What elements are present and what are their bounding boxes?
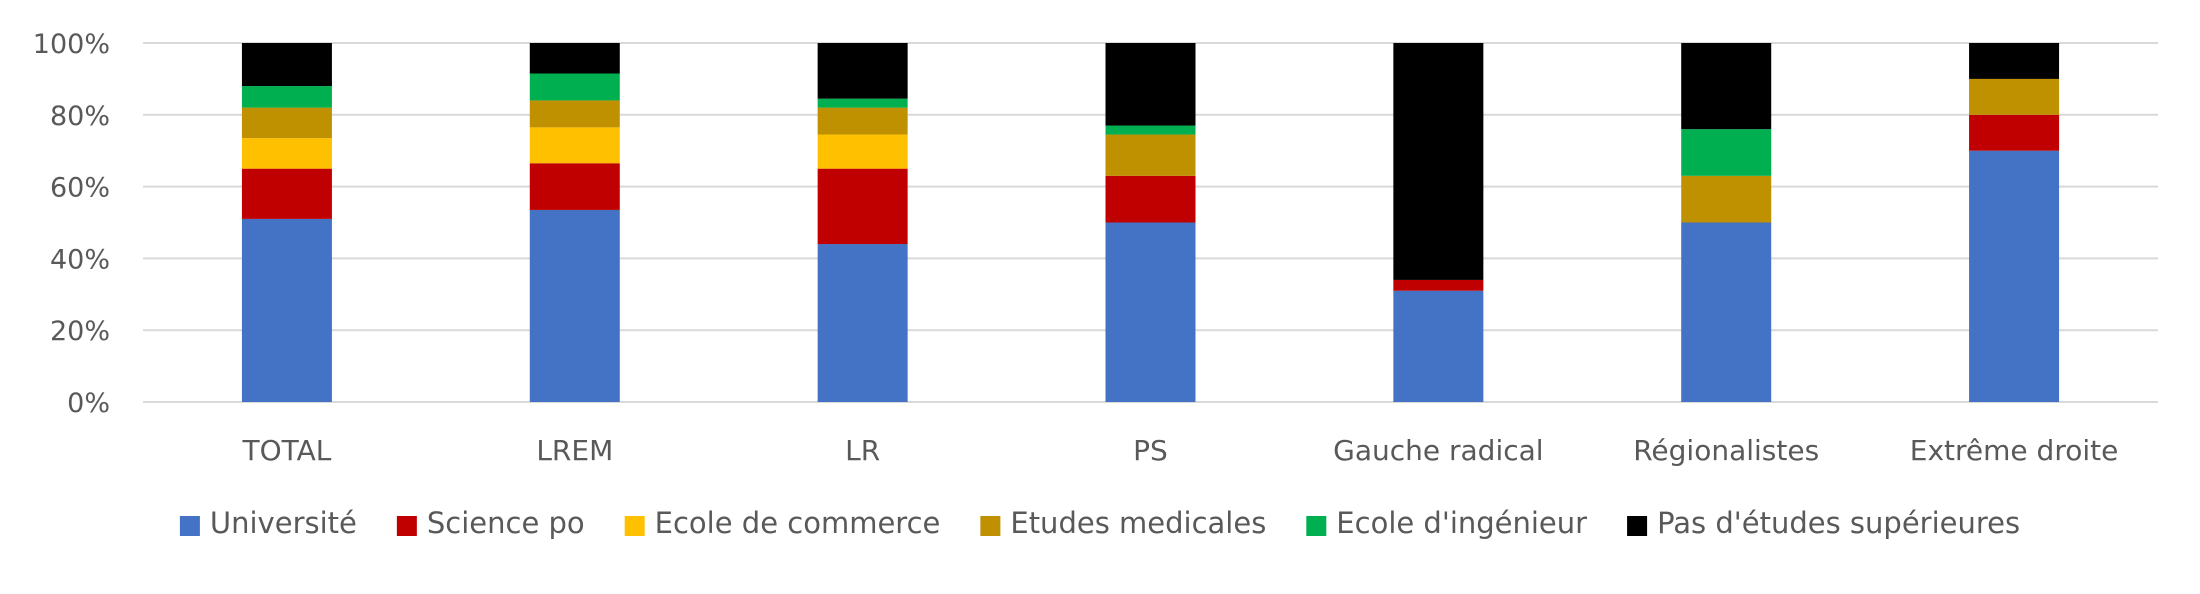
y-tick-label: 0% [67, 388, 110, 419]
bar-stack-ps [1105, 43, 1196, 402]
bar-segment [817, 168, 908, 245]
bar-segment [1681, 222, 1772, 402]
y-tick-label: 60% [50, 173, 110, 204]
bar-segment [1105, 134, 1196, 176]
x-category-label: Régionalistes [1633, 434, 1819, 467]
x-category-label: LREM [536, 434, 613, 467]
bar-segment [529, 100, 620, 128]
bar-segment [529, 73, 620, 101]
bar-segment [1681, 175, 1772, 223]
bar-segment [241, 86, 332, 108]
bar-segment [1681, 43, 1772, 130]
bar-segment [1969, 150, 2060, 402]
y-tick-label: 80% [50, 101, 110, 132]
bar-segment [529, 127, 620, 164]
legend-item: Science po [396, 506, 585, 540]
bar-segment [529, 163, 620, 210]
bar-segment [817, 98, 908, 108]
x-category-label: PS [1133, 434, 1168, 467]
bar-segment [1393, 279, 1484, 291]
bar-segment [1969, 78, 2060, 115]
bar-stack-lr [817, 43, 908, 402]
bar-stack-total [241, 43, 332, 402]
legend-item: Université [179, 506, 357, 540]
legend-item: Ecole d'ingénieur [1306, 506, 1587, 540]
legend-swatch [624, 516, 645, 536]
bar-segment [241, 107, 332, 139]
bar-segment [1393, 43, 1484, 280]
x-axis-category-labels: TOTAL LREM LR PS Gauche radical Régionalistes… [242, 434, 2119, 467]
y-tick-label: 20% [50, 316, 110, 347]
x-category-label: Extrême droite [1910, 434, 2119, 467]
bar-segment [529, 43, 620, 74]
bar-stack-gauche-radical [1393, 43, 1484, 402]
y-tick-label: 40% [50, 244, 110, 275]
bar-segment [1393, 290, 1484, 402]
bar-segment [1105, 43, 1196, 126]
bar-segment [1105, 125, 1196, 135]
bar-segment [241, 218, 332, 402]
legend-item: Pas d'études supérieures [1627, 506, 2020, 540]
legend-swatch [396, 516, 417, 536]
bar-stack-r-gionalistes [1681, 43, 1772, 402]
y-tick-label: 100% [33, 29, 110, 60]
bar-segment [1105, 222, 1196, 402]
bar-segment [529, 209, 620, 402]
bar-segment [817, 43, 908, 99]
bar-segment [1681, 129, 1772, 176]
legend-item: Ecole de commerce [624, 506, 941, 540]
legend: Université Science po Ecole de commerce Etu… [179, 506, 2020, 540]
bar-segment [241, 168, 332, 219]
legend-item: Etudes medicales [980, 506, 1266, 540]
bar-stack-lrem [529, 43, 620, 402]
legend-swatch [1627, 516, 1648, 536]
y-axis-tick-labels: 0% 20% 40% 60% 80% 100% [33, 29, 110, 419]
legend-swatch [179, 516, 200, 536]
x-category-label: TOTAL [242, 434, 332, 467]
legend-label: Etudes medicales [1010, 506, 1266, 540]
bar-segment [1105, 175, 1196, 223]
bars [241, 43, 2060, 402]
legend-label: Ecole d'ingénieur [1336, 506, 1587, 540]
bar-segment [817, 134, 908, 169]
legend-label: Université [210, 506, 357, 540]
bar-segment [817, 244, 908, 402]
bar-segment [1969, 114, 2060, 151]
legend-label: Ecole de commerce [655, 506, 941, 540]
bar-segment [1969, 43, 2060, 79]
legend-swatch [980, 516, 1001, 536]
x-category-label: LR [845, 434, 880, 467]
bar-stack-extr-me-droite [1969, 43, 2060, 402]
legend-label: Science po [427, 506, 585, 540]
bar-segment [241, 138, 332, 169]
x-category-label: Gauche radical [1333, 434, 1543, 467]
legend-label: Pas d'études supérieures [1657, 506, 2020, 540]
legend-swatch [1306, 516, 1327, 536]
bar-segment [241, 43, 332, 87]
bar-segment [817, 107, 908, 135]
